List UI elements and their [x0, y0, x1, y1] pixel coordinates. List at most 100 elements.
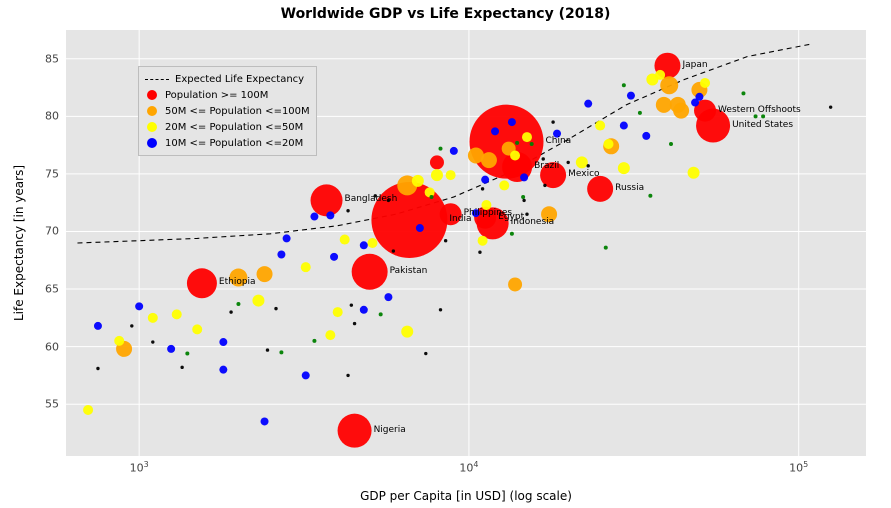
data-point [522, 132, 532, 142]
data-point [754, 114, 758, 118]
legend-dot-icon [147, 106, 157, 116]
data-point [387, 199, 390, 202]
data-point [481, 200, 491, 210]
data-point [252, 295, 264, 307]
data-point [416, 224, 424, 232]
data-point [587, 176, 613, 202]
data-point [274, 307, 277, 310]
data-point [525, 213, 528, 216]
data-point [430, 155, 444, 169]
data-point [553, 130, 561, 138]
data-point [229, 310, 232, 313]
data-point [566, 161, 569, 164]
data-point [266, 348, 269, 351]
data-point [312, 339, 316, 343]
data-point [346, 209, 349, 212]
data-point [379, 312, 383, 316]
data-point [219, 338, 227, 346]
data-point [325, 330, 335, 340]
data-point [439, 308, 442, 311]
data-point [338, 414, 372, 448]
legend-label: 50M <= Population <=100M [165, 106, 310, 117]
y-axis-label: Life Expectancy [in years] [12, 30, 28, 456]
ytick: 55 [45, 398, 59, 411]
legend-label: 10M <= Population <=20M [165, 138, 303, 149]
data-point [424, 352, 427, 355]
data-point [439, 147, 443, 151]
data-point [741, 91, 745, 95]
data-point [688, 167, 700, 179]
ytick: 65 [45, 283, 59, 296]
data-point [148, 313, 158, 323]
data-point [761, 114, 765, 118]
data-point [346, 374, 349, 377]
data-point [130, 324, 133, 327]
data-point [655, 70, 665, 80]
data-point [180, 366, 183, 369]
data-point [603, 139, 613, 149]
data-point [522, 199, 525, 202]
ytick: 75 [45, 167, 59, 180]
data-point [384, 293, 392, 301]
data-point [543, 184, 546, 187]
data-point [478, 236, 488, 246]
data-point [499, 180, 509, 190]
data-point [261, 417, 269, 425]
xtick: 104 [459, 460, 478, 475]
plot-area: Expected Life Expectancy Population >= 10… [66, 30, 866, 456]
x-axis-label: GDP per Capita [in USD] (log scale) [66, 489, 866, 503]
data-point [167, 345, 175, 353]
data-point [301, 262, 311, 272]
data-point [94, 322, 102, 330]
data-point [510, 150, 520, 160]
data-point [829, 105, 832, 108]
data-point [444, 239, 447, 242]
data-point [481, 187, 484, 190]
data-point [542, 157, 545, 160]
data-point [333, 307, 343, 317]
data-point [219, 366, 227, 374]
ytick: 85 [45, 52, 59, 65]
data-point [429, 195, 433, 199]
data-point [151, 340, 154, 343]
data-point [520, 173, 528, 181]
data-point [450, 147, 458, 155]
data-point [669, 142, 673, 146]
legend-label: Expected Life Expectancy [175, 74, 304, 85]
legend-dot-icon [147, 138, 157, 148]
data-point [491, 127, 499, 135]
data-point [352, 254, 388, 290]
data-point [326, 211, 334, 219]
data-point [360, 306, 368, 314]
data-point [642, 132, 650, 140]
data-point [172, 309, 182, 319]
data-point [481, 176, 489, 184]
data-point [330, 253, 338, 261]
legend-line-icon [145, 79, 169, 80]
data-point [236, 302, 240, 306]
data-point [340, 235, 350, 245]
legend-label: Population >= 100M [165, 90, 268, 101]
data-point [695, 93, 703, 101]
data-point [515, 141, 519, 145]
legend-row: Population >= 100M [145, 87, 310, 103]
data-point [521, 195, 525, 199]
xtick: 103 [130, 460, 149, 475]
data-point [440, 203, 462, 225]
legend-row: 20M <= Population <=50M [145, 119, 310, 135]
data-point [656, 97, 672, 113]
data-point [627, 92, 635, 100]
data-point [135, 302, 143, 310]
data-point [481, 152, 497, 168]
data-point [431, 169, 443, 181]
data-point [446, 170, 456, 180]
legend-dot-icon [147, 122, 157, 132]
data-point [412, 175, 424, 187]
data-point [584, 100, 592, 108]
data-point [83, 405, 93, 415]
data-point [283, 234, 291, 242]
data-point [187, 268, 217, 298]
data-point [700, 78, 710, 88]
data-point [472, 209, 480, 217]
data-point [508, 277, 522, 291]
